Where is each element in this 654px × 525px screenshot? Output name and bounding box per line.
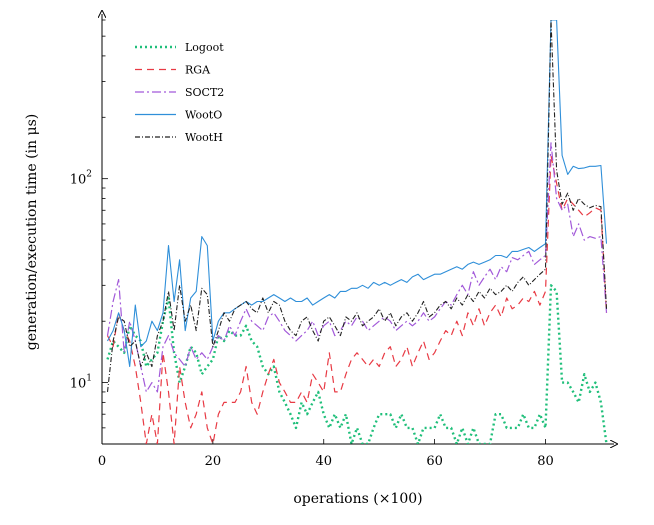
series-line-logoot	[106, 284, 608, 444]
tick-labels: 0 20 40 60 80 101 102	[70, 170, 554, 469]
series-group	[106, 20, 608, 444]
x-tick-label: 0	[98, 454, 106, 469]
x-axis-title: operations (×100)	[293, 491, 422, 507]
x-tick-label: 40	[315, 454, 332, 469]
legend: Logoot RGA SOCT2 WootO WootH	[135, 41, 224, 144]
y-axis-title: generation/execution time (in μs)	[24, 114, 40, 350]
series-line-wooth	[106, 20, 608, 392]
series-line-soct2	[106, 142, 608, 393]
legend-label-wooth: WootH	[185, 131, 223, 144]
x-tick-label: 60	[426, 454, 443, 469]
x-tick-label: 20	[205, 454, 222, 469]
legend-label-soct2: SOCT2	[185, 86, 224, 99]
y-tick-label: 102	[70, 170, 92, 188]
series-line-rga	[106, 154, 608, 444]
legend-label-rga: RGA	[185, 64, 211, 77]
x-tick-label: 80	[537, 454, 554, 469]
axes	[102, 14, 614, 444]
legend-label-logoot: Logoot	[185, 41, 224, 54]
y-tick-label: 101	[70, 374, 92, 392]
legend-label-wooto: WootO	[185, 109, 222, 122]
series-line-wooto	[107, 20, 608, 368]
